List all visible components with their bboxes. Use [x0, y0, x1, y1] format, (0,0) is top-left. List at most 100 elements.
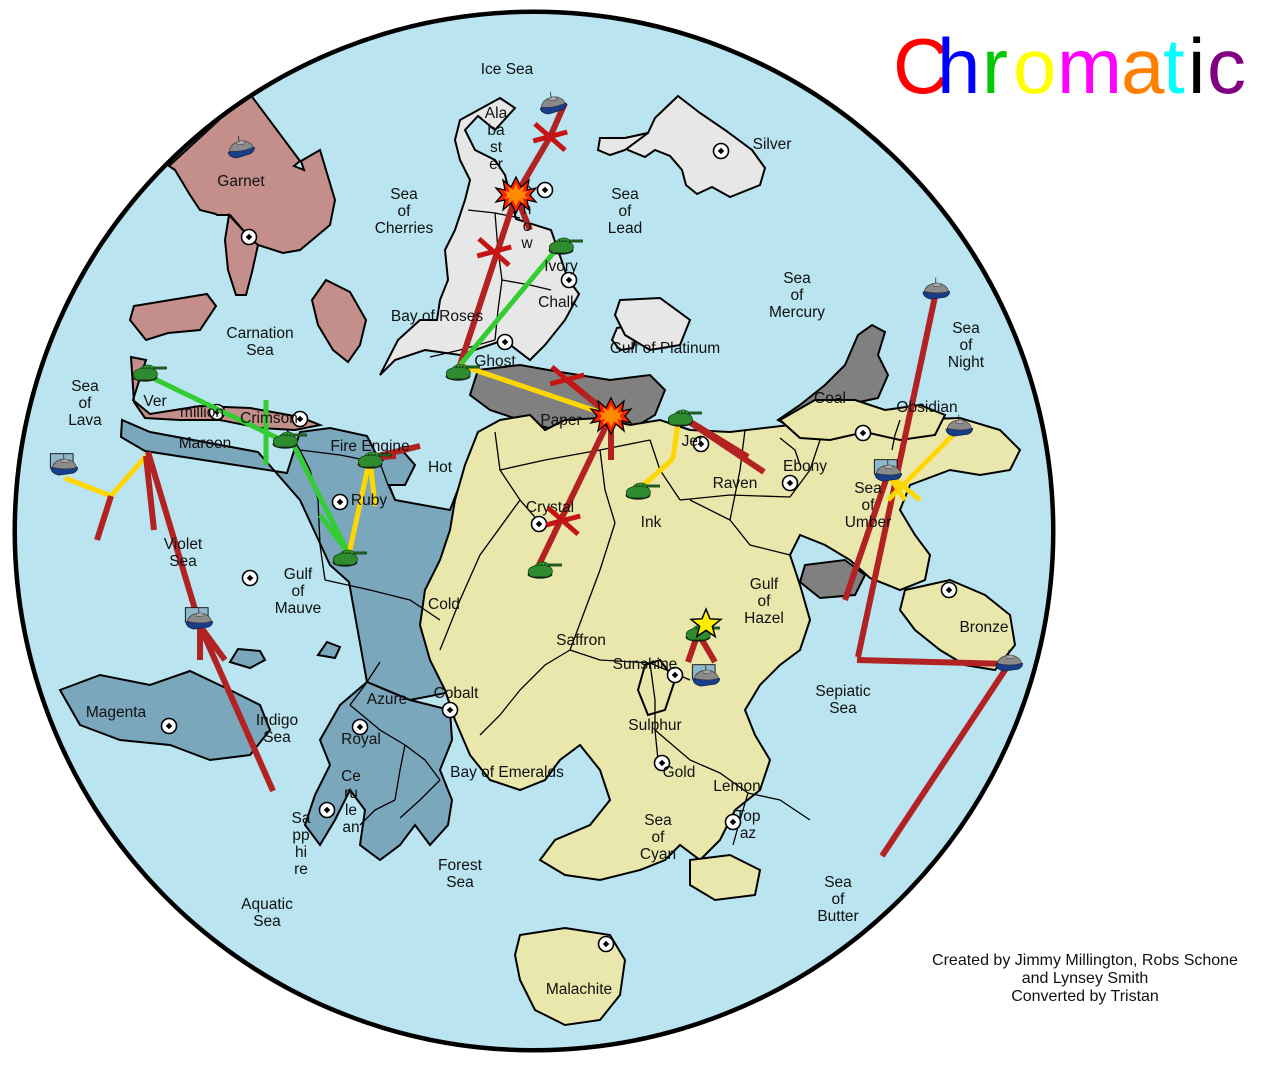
svg-text:Gulf: Gulf	[284, 566, 313, 583]
svg-text:Forest: Forest	[438, 857, 483, 874]
svg-text:Cyan: Cyan	[640, 846, 676, 863]
svg-text:Created by Jimmy Millington, R: Created by Jimmy Millington, Robs Schone	[932, 952, 1238, 969]
svg-text:Sea: Sea	[611, 186, 639, 203]
svg-text:az: az	[740, 825, 756, 842]
svg-text:Butter: Butter	[817, 908, 858, 925]
svg-text:o: o	[523, 218, 532, 235]
svg-text:h: h	[937, 22, 980, 110]
svg-text:Crimson: Crimson	[240, 410, 298, 427]
svg-text:Sea: Sea	[253, 913, 281, 930]
svg-text:Ghost: Ghost	[474, 353, 516, 370]
svg-text:Malachite: Malachite	[546, 981, 612, 998]
svg-text:of: of	[758, 593, 772, 610]
svg-text:o: o	[1013, 22, 1056, 110]
svg-text:Silver: Silver	[753, 136, 792, 153]
svg-text:Sea: Sea	[390, 186, 418, 203]
svg-text:Azure: Azure	[367, 691, 408, 708]
svg-text:Ver: Ver	[143, 393, 166, 410]
svg-text:Maroon: Maroon	[179, 435, 232, 452]
svg-text:of: of	[292, 583, 306, 600]
svg-text:Gold: Gold	[663, 764, 696, 781]
svg-text:Cobalt: Cobalt	[434, 685, 479, 702]
svg-text:hi: hi	[295, 844, 307, 861]
svg-text:Sea: Sea	[854, 480, 882, 497]
svg-text:and Lynsey Smith: and Lynsey Smith	[1022, 970, 1149, 987]
svg-text:st: st	[490, 139, 503, 156]
svg-text:Carnation: Carnation	[226, 325, 293, 342]
svg-text:Lead: Lead	[608, 220, 642, 237]
svg-text:pp: pp	[292, 827, 309, 844]
svg-text:Bay of Emeralds: Bay of Emeralds	[450, 764, 564, 781]
svg-text:of: of	[791, 287, 805, 304]
svg-text:Gulf of Platinum: Gulf of Platinum	[610, 340, 720, 357]
svg-text:Sea: Sea	[246, 342, 274, 359]
svg-text:Violet: Violet	[164, 536, 203, 553]
svg-text:Sea: Sea	[169, 553, 197, 570]
svg-text:Lemon: Lemon	[713, 778, 760, 795]
svg-text:Royal: Royal	[341, 731, 381, 748]
svg-text:Magenta: Magenta	[86, 704, 147, 721]
svg-text:Sea: Sea	[446, 874, 474, 891]
svg-text:Garnet: Garnet	[217, 173, 265, 190]
svg-text:of: of	[862, 497, 876, 514]
svg-text:ba: ba	[487, 122, 505, 139]
svg-text:of: of	[619, 203, 633, 220]
svg-text:Raven: Raven	[713, 475, 758, 492]
svg-text:i: i	[1188, 22, 1205, 110]
svg-text:re: re	[294, 861, 308, 878]
svg-text:Ink: Ink	[641, 514, 662, 531]
svg-text:Saffron: Saffron	[556, 632, 606, 649]
svg-text:Sulphur: Sulphur	[628, 717, 681, 734]
svg-text:Coal: Coal	[814, 390, 846, 407]
svg-text:Night: Night	[948, 354, 985, 371]
svg-text:Sea: Sea	[829, 700, 857, 717]
svg-text:Jet: Jet	[682, 433, 703, 450]
svg-text:Hazel: Hazel	[744, 610, 784, 627]
svg-text:Cold: Cold	[428, 596, 460, 613]
svg-text:Ice Sea: Ice Sea	[481, 61, 534, 78]
svg-text:Sunshine: Sunshine	[613, 656, 678, 673]
svg-text:Ebony: Ebony	[783, 458, 827, 475]
svg-text:Ivory: Ivory	[544, 258, 578, 275]
svg-text:a: a	[1121, 22, 1165, 110]
svg-text:Sea: Sea	[824, 874, 852, 891]
svg-text:Obsidian: Obsidian	[896, 399, 957, 416]
svg-text:Lava: Lava	[68, 412, 102, 429]
svg-text:w: w	[520, 235, 533, 252]
svg-text:Sa: Sa	[292, 810, 311, 827]
svg-text:million: million	[180, 404, 224, 421]
svg-text:ru: ru	[344, 785, 358, 802]
svg-text:Bronze: Bronze	[959, 619, 1008, 636]
svg-text:Sea: Sea	[71, 378, 99, 395]
svg-text:Ruby: Ruby	[351, 492, 387, 509]
svg-text:Mauve: Mauve	[275, 600, 322, 617]
svg-text:le: le	[345, 802, 357, 819]
svg-text:m: m	[1057, 22, 1122, 110]
svg-text:Cherries: Cherries	[375, 220, 434, 237]
svg-text:Converted by Tristan: Converted by Tristan	[1011, 988, 1159, 1005]
svg-text:Sea: Sea	[952, 320, 980, 337]
svg-text:Indigo: Indigo	[256, 712, 298, 729]
svg-text:Aquatic: Aquatic	[241, 896, 293, 913]
svg-text:Hot: Hot	[428, 459, 453, 476]
svg-text:of: of	[398, 203, 412, 220]
svg-text:er: er	[489, 156, 503, 173]
svg-text:Paper: Paper	[540, 412, 581, 429]
svg-text:of: of	[652, 829, 666, 846]
svg-text:Sea: Sea	[263, 729, 291, 746]
svg-text:Mercury: Mercury	[769, 304, 825, 321]
svg-text:Top: Top	[736, 808, 761, 825]
svg-text:Chalk: Chalk	[538, 294, 578, 311]
svg-text:t: t	[1163, 22, 1185, 110]
svg-text:Sea: Sea	[783, 270, 811, 287]
svg-text:c: c	[1207, 22, 1246, 110]
svg-text:Ce: Ce	[341, 768, 361, 785]
svg-text:Sepiatic: Sepiatic	[815, 683, 870, 700]
svg-text:Gulf: Gulf	[750, 576, 779, 593]
svg-text:r: r	[982, 22, 1008, 110]
svg-text:Bay of Roses: Bay of Roses	[391, 308, 483, 325]
svg-text:of: of	[832, 891, 846, 908]
svg-text:an: an	[342, 819, 359, 836]
svg-text:Sea: Sea	[644, 812, 672, 829]
svg-text:of: of	[79, 395, 93, 412]
